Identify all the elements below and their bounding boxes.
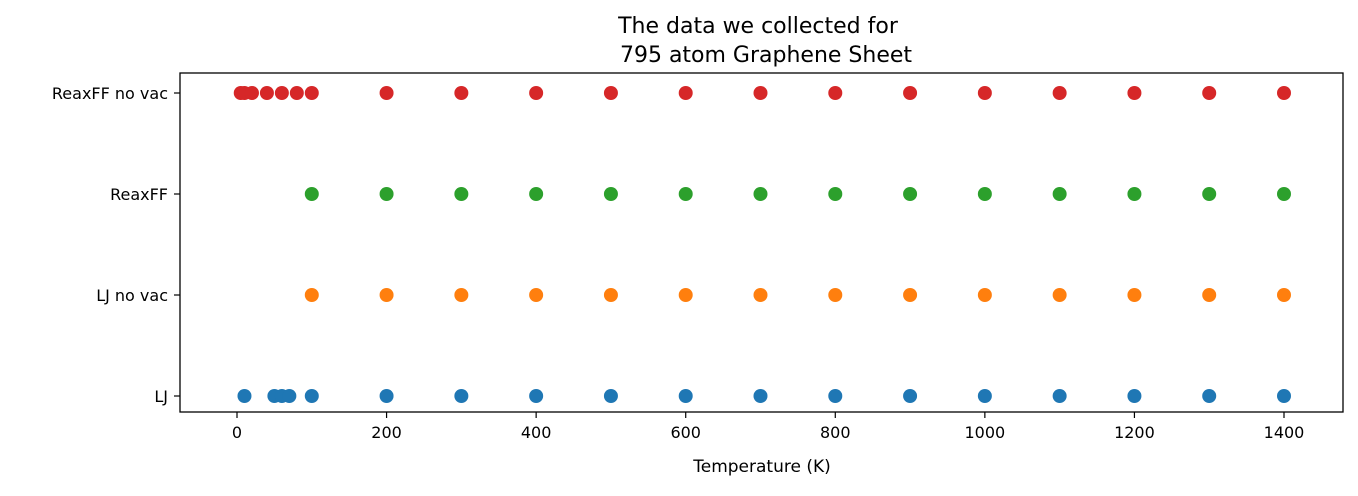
data-point xyxy=(379,389,394,403)
data-point xyxy=(304,288,319,302)
x-tick-label: 800 xyxy=(820,423,851,442)
data-point xyxy=(244,86,259,100)
y-tick-label: ReaxFF no vac xyxy=(52,84,168,103)
data-point xyxy=(1052,187,1067,201)
data-point xyxy=(753,86,768,100)
data-point xyxy=(1127,86,1142,100)
data-point xyxy=(753,288,768,302)
data-point xyxy=(903,86,918,100)
x-tick-label: 1400 xyxy=(1264,423,1305,442)
data-point xyxy=(1202,86,1217,100)
data-point xyxy=(237,389,252,403)
data-point xyxy=(977,187,992,201)
data-point xyxy=(1052,86,1067,100)
x-tick-label: 0 xyxy=(232,423,242,442)
chart-title-line-2: 795 atom Graphene Sheet xyxy=(620,43,912,68)
data-point xyxy=(454,389,469,403)
data-point xyxy=(678,288,693,302)
data-point xyxy=(529,389,544,403)
data-point xyxy=(289,86,304,100)
data-point xyxy=(1202,187,1217,201)
data-point xyxy=(828,389,843,403)
data-point xyxy=(304,187,319,201)
data-point xyxy=(274,86,289,100)
y-tick-label: LJ no vac xyxy=(96,286,168,305)
data-point xyxy=(903,187,918,201)
data-point xyxy=(678,187,693,201)
data-point xyxy=(603,187,618,201)
plot-area xyxy=(233,86,1291,403)
data-point xyxy=(603,288,618,302)
x-tick-label: 1200 xyxy=(1114,423,1155,442)
plot-frame xyxy=(179,72,1344,413)
data-point xyxy=(903,288,918,302)
data-point xyxy=(753,389,768,403)
data-point xyxy=(828,86,843,100)
data-point xyxy=(678,389,693,403)
data-point xyxy=(603,86,618,100)
data-point xyxy=(1052,389,1067,403)
y-tick-label: ReaxFF xyxy=(110,185,168,204)
data-point xyxy=(753,187,768,201)
data-point xyxy=(1052,288,1067,302)
data-point xyxy=(529,86,544,100)
data-point xyxy=(454,86,469,100)
x-tick-label: 1000 xyxy=(964,423,1005,442)
chart-title-line-1: The data we collected for xyxy=(617,14,899,39)
data-point xyxy=(1127,389,1142,403)
data-point xyxy=(259,86,274,100)
data-point xyxy=(454,187,469,201)
data-point xyxy=(529,288,544,302)
data-point xyxy=(1127,288,1142,302)
data-point xyxy=(903,389,918,403)
data-point xyxy=(1202,288,1217,302)
data-point xyxy=(529,187,544,201)
data-point xyxy=(282,389,297,403)
data-point xyxy=(977,288,992,302)
data-point xyxy=(379,86,394,100)
data-point xyxy=(977,86,992,100)
data-point xyxy=(603,389,618,403)
data-point xyxy=(1277,389,1291,403)
data-point xyxy=(454,288,469,302)
x-axis-label: Temperature (K) xyxy=(692,457,831,477)
data-point xyxy=(828,288,843,302)
data-point xyxy=(304,86,319,100)
data-point xyxy=(1277,288,1291,302)
data-point xyxy=(977,389,992,403)
data-point xyxy=(379,288,394,302)
x-tick-label: 200 xyxy=(371,423,402,442)
x-tick-label: 400 xyxy=(521,423,552,442)
y-tick-label: LJ xyxy=(154,387,168,406)
data-point xyxy=(304,389,319,403)
data-point xyxy=(1202,389,1217,403)
data-point xyxy=(678,86,693,100)
data-point xyxy=(1127,187,1142,201)
data-point xyxy=(828,187,843,201)
data-point xyxy=(379,187,394,201)
data-point xyxy=(1277,86,1291,100)
x-tick-label: 600 xyxy=(670,423,701,442)
data-point xyxy=(1277,187,1291,201)
